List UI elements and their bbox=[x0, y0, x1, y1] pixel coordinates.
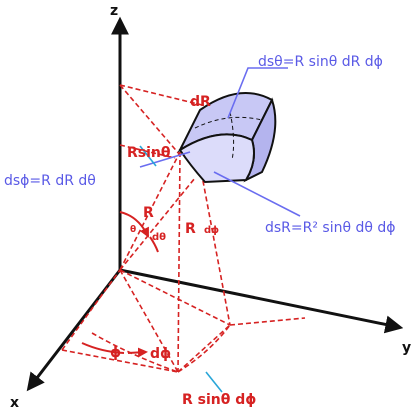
floor-line-3 bbox=[177, 324, 231, 373]
dr-label: dR bbox=[190, 94, 211, 110]
r-dphi-r-label: R bbox=[185, 221, 196, 237]
guide-top-1 bbox=[119, 84, 203, 106]
ds-phi-label: dsϕ=R dR dθ bbox=[4, 173, 96, 189]
drop-line-1 bbox=[177, 151, 181, 373]
radius-line-2 bbox=[119, 177, 196, 271]
y-axis bbox=[119, 268, 404, 334]
dphi-arrow bbox=[127, 347, 148, 358]
r-sin-theta-label: Rsinθ bbox=[127, 145, 171, 161]
projection-line-2 bbox=[119, 269, 231, 326]
floor-line-1 bbox=[61, 349, 179, 373]
r-sin-theta-dphi-pointer bbox=[205, 371, 223, 393]
phi-label: ϕ bbox=[110, 345, 121, 361]
y-axis-label: y bbox=[402, 340, 411, 356]
floor-line-2 bbox=[61, 269, 121, 351]
volume-hidden-edge-2 bbox=[229, 111, 235, 161]
radius-line-1 bbox=[119, 151, 181, 271]
dphi-arc-floor bbox=[177, 324, 231, 373]
ds-theta-label: dsθ=R sinθ dR dϕ bbox=[258, 54, 383, 70]
phi-arc bbox=[81, 342, 125, 354]
r-radius-label: R bbox=[143, 205, 154, 221]
d-theta-label: dθ bbox=[152, 232, 166, 243]
r-dphi-dphi-label: dϕ bbox=[204, 225, 219, 236]
construction-lines bbox=[61, 84, 306, 373]
theta-arc bbox=[119, 211, 149, 238]
r-sin-theta-dphi-label: R sinθ dϕ bbox=[182, 392, 256, 408]
guide-mid bbox=[119, 144, 176, 159]
ds-r-pointer bbox=[213, 171, 301, 217]
guide-top-2 bbox=[119, 84, 181, 156]
ds-r-label: dsR=R² sinθ dθ dϕ bbox=[265, 220, 396, 236]
projection-line-1 bbox=[119, 269, 179, 373]
floor-line-4 bbox=[229, 317, 306, 326]
x-axis-label: x bbox=[10, 395, 19, 411]
dtheta-arc bbox=[149, 236, 159, 253]
volume-front-face bbox=[178, 133, 255, 184]
phi-arc-dashed bbox=[91, 332, 179, 373]
drop-line-2 bbox=[199, 164, 231, 326]
ds-theta-pointer bbox=[227, 67, 288, 119]
z-axis-label: z bbox=[110, 3, 118, 19]
volume-element bbox=[177, 91, 277, 184]
ds-phi-pointer bbox=[139, 151, 191, 168]
r-sin-theta-pointer bbox=[139, 145, 157, 167]
theta-label: θ bbox=[130, 225, 136, 235]
dphi-label: dϕ bbox=[150, 346, 171, 362]
